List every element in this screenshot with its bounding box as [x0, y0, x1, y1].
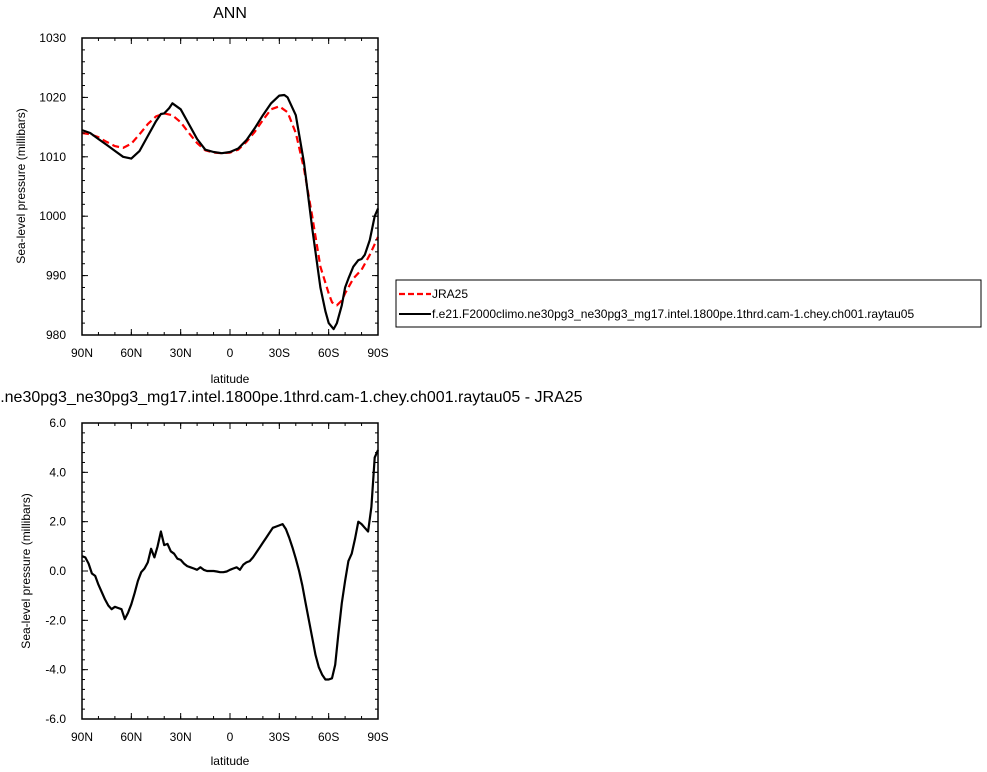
- chart1-x-tick-label: 60N: [120, 346, 142, 360]
- chart1-y-tick-label: 1000: [39, 209, 66, 223]
- chart1-series-line-0: [81, 105, 379, 307]
- top-chart-title: ANN: [213, 5, 247, 22]
- top-panel: ANN 90N 60N 30N 0 30S 60S 90S 980 990 1000 1010 102…: [14, 5, 389, 386]
- bottom-x-axis-label: latitude: [211, 754, 250, 768]
- bottom-ticks-group: 90N 60N 30N 0 30S 60S 90S -6.0 -4.0 -2.0 0.0 2.0 4.0…: [45, 416, 388, 744]
- legend-box: [395, 279, 982, 328]
- chart2-x-tick-label: 90N: [71, 730, 93, 744]
- chart1-x-tick-label: 30N: [170, 346, 192, 360]
- chart1-x-tick-label: 60S: [318, 346, 339, 360]
- chart1-y-tick-label: 1010: [39, 150, 66, 164]
- bottom-chart-title: f.e21.F2000climo.ne30pg3_ne30pg3_mg17.in…: [0, 389, 583, 406]
- legend: JRA25 f.e21.F2000climo.ne30pg3_ne30pg3_m…: [395, 279, 982, 328]
- top-plot-frame: [81, 37, 379, 336]
- chart2-x-tick-label: 0: [227, 730, 234, 744]
- chart2-series-line-0: [81, 449, 380, 681]
- chart2-y-tick-label: -2.0: [45, 613, 66, 627]
- chart2-x-tick-label: 60N: [120, 730, 142, 744]
- chart1-x-tick-label: 90S: [367, 346, 388, 360]
- chart2-x-tick-label: 90S: [367, 730, 388, 744]
- chart1-series-line-1: [81, 93, 380, 331]
- top-series-group: [81, 93, 380, 331]
- chart1-x-tick-label: 0: [227, 346, 234, 360]
- chart2-x-tick-label: 30N: [170, 730, 192, 744]
- chart2-y-tick-label: 0.0: [49, 564, 66, 578]
- chart2-y-tick-label: -4.0: [45, 663, 66, 677]
- top-ticks-group: 90N 60N 30N 0 30S 60S 90S 980 990 1000 1010 1020 103…: [39, 31, 388, 360]
- chart1-x-tick-label: 30S: [269, 346, 290, 360]
- legend-label-model: f.e21.F2000climo.ne30pg3_ne30pg3_mg17.in…: [432, 307, 914, 321]
- chart2-x-tick-label: 60S: [318, 730, 339, 744]
- chart2-x-tick-label: 30S: [269, 730, 290, 744]
- chart1-x-tick-label: 90N: [71, 346, 93, 360]
- chart1-y-tick-label: 980: [46, 328, 66, 342]
- chart2-y-tick-label: 6.0: [49, 416, 66, 430]
- chart2-y-tick-label: 2.0: [49, 515, 66, 529]
- top-x-axis-label: latitude: [211, 372, 250, 386]
- chart2-y-tick-label: 4.0: [49, 465, 66, 479]
- bottom-y-axis-label: Sea-level pressure (millibars): [19, 493, 33, 648]
- bottom-series-group: [81, 449, 380, 681]
- top-y-axis-label: Sea-level pressure (millibars): [14, 108, 28, 263]
- chart1-y-tick-label: 1030: [39, 31, 66, 45]
- chart1-y-tick-label: 990: [46, 269, 66, 283]
- chart2-y-tick-label: -6.0: [45, 712, 66, 726]
- bottom-panel: f.e21.F2000climo.ne30pg3_ne30pg3_mg17.in…: [0, 389, 583, 768]
- legend-label-jra25: JRA25: [432, 287, 468, 301]
- chart1-y-tick-label: 1020: [39, 90, 66, 104]
